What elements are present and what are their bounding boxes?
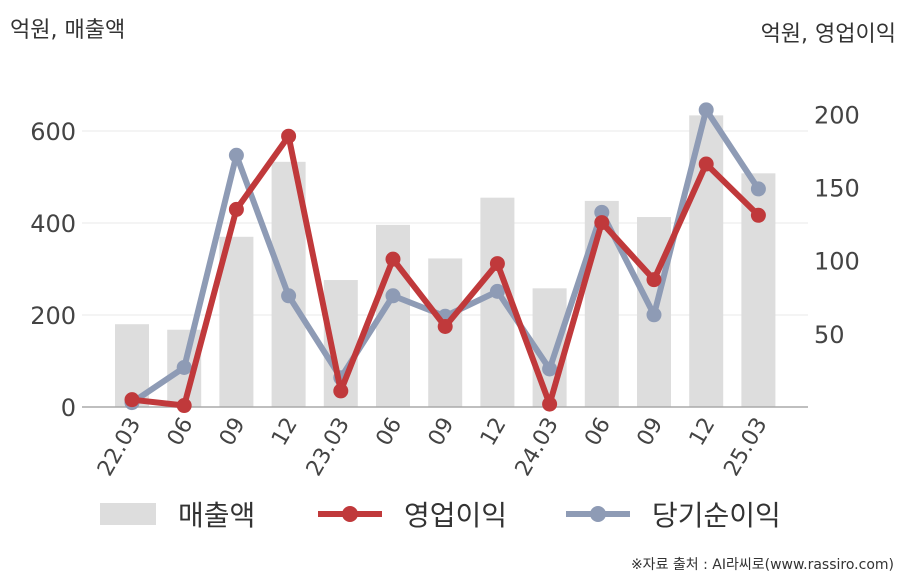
x-tick-label: 09 bbox=[215, 414, 251, 451]
operating-profit-point bbox=[333, 383, 349, 399]
right-tick-label: 100 bbox=[814, 248, 860, 276]
net-income-point bbox=[176, 359, 192, 375]
legend-swatch-operating bbox=[318, 503, 382, 525]
operating-profit-point bbox=[228, 201, 244, 217]
operating-profit-point bbox=[542, 396, 558, 412]
right-tick-label: 50 bbox=[814, 321, 845, 349]
left-tick-label: 0 bbox=[61, 394, 76, 422]
x-tick-label: 25.03 bbox=[719, 414, 772, 481]
right-tick-label: 200 bbox=[814, 101, 860, 129]
operating-profit-point bbox=[176, 398, 192, 414]
net-income-point bbox=[594, 204, 610, 220]
profit-lines bbox=[124, 102, 766, 414]
operating-profit-point bbox=[489, 256, 505, 272]
operating-profit-point bbox=[646, 272, 662, 288]
legend-swatch-bar bbox=[100, 503, 156, 525]
net-income-point bbox=[542, 361, 558, 377]
x-tick-label: 22.03 bbox=[93, 414, 146, 481]
legend-label-net-income: 당기순이익 bbox=[652, 499, 781, 532]
left-tick-label: 600 bbox=[30, 118, 76, 146]
right-axis-ticks: 50 100 150 200 bbox=[814, 101, 860, 349]
left-axis-ticks: 0 200 400 600 bbox=[30, 118, 76, 422]
net-income-point bbox=[228, 147, 244, 163]
legend-swatch-net bbox=[566, 503, 630, 525]
left-tick-label: 400 bbox=[30, 210, 76, 238]
left-axis-unit-label: 억원, 매출액 bbox=[10, 18, 126, 43]
x-tick-label: 09 bbox=[633, 414, 669, 451]
x-tick-label: 12 bbox=[685, 414, 721, 451]
x-tick-label: 09 bbox=[424, 414, 460, 451]
legend: 매출액 영업이익 당기순이익 bbox=[0, 490, 908, 538]
revenue-bars bbox=[115, 115, 776, 408]
x-tick-label: 06 bbox=[372, 414, 408, 451]
legend-label-operating-profit: 영업이익 bbox=[404, 499, 508, 532]
operating-profit-point bbox=[437, 319, 453, 334]
net-income-point bbox=[281, 288, 297, 304]
operating-profit-point bbox=[281, 128, 297, 144]
operating-profit-point bbox=[750, 207, 766, 223]
legend-item-operating-profit: 영업이익 bbox=[318, 490, 507, 538]
x-tick-label: 06 bbox=[580, 414, 616, 451]
revenue-bar bbox=[219, 236, 254, 407]
legend-item-net-income: 당기순이익 bbox=[566, 490, 781, 538]
x-tick-label: 12 bbox=[476, 414, 512, 451]
net-income-point bbox=[385, 288, 401, 304]
operating-profit-point bbox=[385, 251, 401, 267]
x-tick-label: 24.03 bbox=[511, 414, 564, 481]
x-tick-label: 06 bbox=[163, 414, 199, 451]
operating-profit-point bbox=[594, 215, 610, 231]
right-axis-unit-label: 억원, 영업이익 bbox=[760, 22, 896, 47]
x-axis-ticks: 22.03 06 09 12 23.03 06 09 12 24.03 06 09 12 25.03 bbox=[93, 414, 773, 481]
right-tick-label: 150 bbox=[814, 174, 860, 202]
net-income-point bbox=[750, 181, 766, 197]
left-tick-label: 200 bbox=[30, 302, 76, 330]
net-income-point bbox=[646, 307, 662, 323]
net-income-point bbox=[698, 102, 714, 118]
source-note: ※자료 출처 : AI라씨로(www.rassiro.com) bbox=[630, 557, 894, 573]
legend-label-revenue: 매출액 bbox=[178, 499, 256, 532]
x-tick-label: 23.03 bbox=[302, 414, 355, 481]
legend-item-revenue: 매출액 bbox=[100, 490, 255, 538]
net-income-point bbox=[489, 283, 505, 299]
operating-profit-point bbox=[698, 156, 714, 172]
operating-profit-point bbox=[124, 392, 140, 408]
x-tick-label: 12 bbox=[267, 414, 303, 451]
